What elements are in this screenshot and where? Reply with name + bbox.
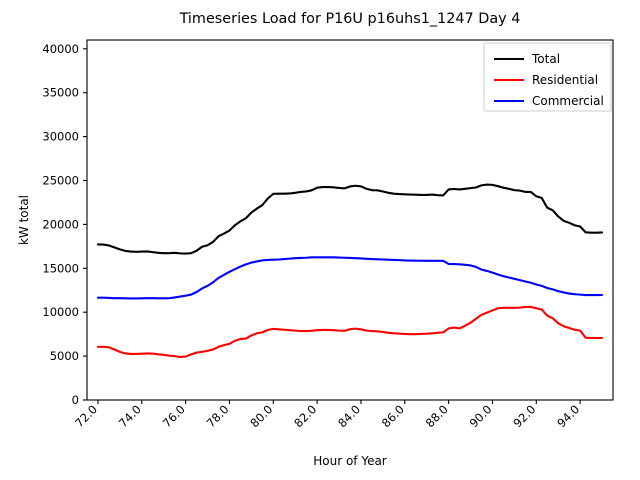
axes-spines xyxy=(86,39,614,401)
legend-label-commercial: Commercial xyxy=(532,94,604,108)
y-tick-label: 35000 xyxy=(42,86,79,100)
y-tick-label: 10000 xyxy=(42,305,79,319)
chart-legend: Total Residential Commercial xyxy=(483,42,612,112)
series-line-residential xyxy=(96,305,604,359)
data-series-group xyxy=(96,183,604,359)
legend-label-total: Total xyxy=(531,52,560,66)
y-tick-label: 30000 xyxy=(42,130,79,144)
y-axis-ticks: 0 5000 10000 15000 20000 25000 30000 35000 40000 xyxy=(42,42,87,407)
y-tick-label: 25000 xyxy=(42,173,79,187)
y-tick-label: 5000 xyxy=(50,349,79,363)
legend-label-residential: Residential xyxy=(532,73,598,87)
y-tick-label: 20000 xyxy=(42,217,79,231)
series-line-commercial xyxy=(96,256,604,300)
x-axis-label: Hour of Year xyxy=(313,454,387,468)
y-tick-label: 0 xyxy=(72,393,79,407)
series-line-total xyxy=(96,183,604,255)
chart-title: Timeseries Load for P16U p16uhs1_1247 Da… xyxy=(179,11,521,27)
y-axis-label: kW total xyxy=(17,195,31,245)
y-tick-label: 15000 xyxy=(42,261,79,275)
y-tick-label: 40000 xyxy=(42,42,79,56)
